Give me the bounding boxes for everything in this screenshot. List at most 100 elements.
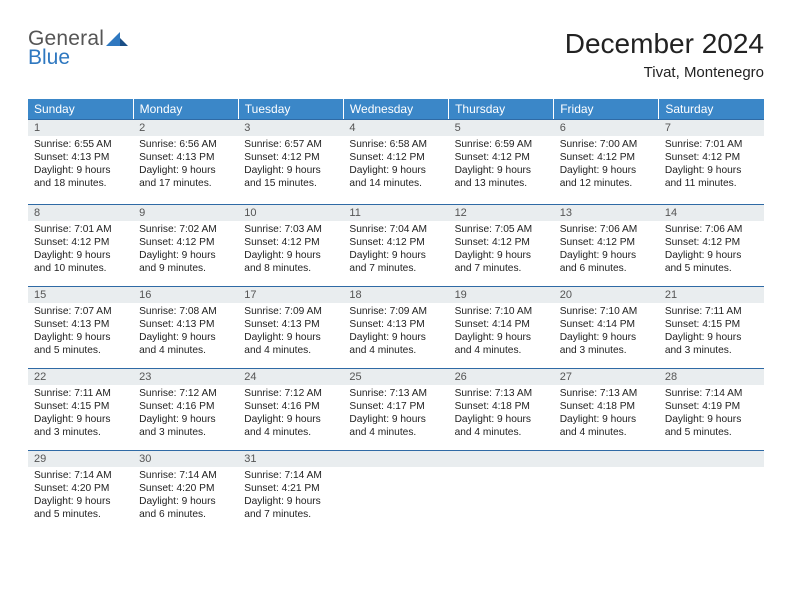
sunrise-line: Sunrise: 7:10 AM: [455, 305, 548, 318]
day-number: 30: [133, 450, 238, 467]
day-number: 29: [28, 450, 133, 467]
day-number: 15: [28, 286, 133, 303]
day-details: Sunrise: 7:13 AMSunset: 4:17 PMDaylight:…: [343, 385, 448, 443]
sunrise-line: Sunrise: 6:59 AM: [455, 138, 548, 151]
day-details: Sunrise: 7:12 AMSunset: 4:16 PMDaylight:…: [238, 385, 343, 443]
sunrise-line: Sunrise: 7:07 AM: [34, 305, 127, 318]
calendar-day-cell: 29Sunrise: 7:14 AMSunset: 4:20 PMDayligh…: [28, 447, 133, 529]
day-details: Sunrise: 7:02 AMSunset: 4:12 PMDaylight:…: [133, 221, 238, 279]
calendar-week-row: 1Sunrise: 6:55 AMSunset: 4:13 PMDaylight…: [28, 119, 764, 201]
calendar-week-row: 22Sunrise: 7:11 AMSunset: 4:15 PMDayligh…: [28, 365, 764, 447]
daylight-line: Daylight: 9 hours and 4 minutes.: [349, 331, 442, 357]
sunset-line: Sunset: 4:12 PM: [349, 236, 442, 249]
calendar-table: SundayMondayTuesdayWednesdayThursdayFrid…: [28, 99, 764, 532]
day-number: 25: [343, 368, 448, 385]
day-number: 2: [133, 119, 238, 136]
calendar-day-cell: 21Sunrise: 7:11 AMSunset: 4:15 PMDayligh…: [659, 283, 764, 365]
sunset-line: Sunset: 4:12 PM: [244, 236, 337, 249]
sunset-line: Sunset: 4:15 PM: [665, 318, 758, 331]
day-number: 27: [554, 368, 659, 385]
day-details: Sunrise: 7:07 AMSunset: 4:13 PMDaylight:…: [28, 303, 133, 361]
daylight-line: Daylight: 9 hours and 4 minutes.: [455, 413, 548, 439]
daylight-line: Daylight: 9 hours and 7 minutes.: [349, 249, 442, 275]
daylight-line: Daylight: 9 hours and 5 minutes.: [665, 249, 758, 275]
brand-logo: General Blue: [28, 28, 128, 68]
calendar-day-cell: 18Sunrise: 7:09 AMSunset: 4:13 PMDayligh…: [343, 283, 448, 365]
daylight-line: Daylight: 9 hours and 8 minutes.: [244, 249, 337, 275]
daylight-line: Daylight: 9 hours and 4 minutes.: [349, 413, 442, 439]
sunrise-line: Sunrise: 7:02 AM: [139, 223, 232, 236]
sunrise-line: Sunrise: 6:55 AM: [34, 138, 127, 151]
day-details: Sunrise: 7:03 AMSunset: 4:12 PMDaylight:…: [238, 221, 343, 279]
sunset-line: Sunset: 4:13 PM: [349, 318, 442, 331]
daylight-line: Daylight: 9 hours and 18 minutes.: [34, 164, 127, 190]
sunset-line: Sunset: 4:19 PM: [665, 400, 758, 413]
sunrise-line: Sunrise: 7:00 AM: [560, 138, 653, 151]
day-number: 4: [343, 119, 448, 136]
daylight-line: Daylight: 9 hours and 4 minutes.: [244, 413, 337, 439]
day-number: 8: [28, 204, 133, 221]
sunset-line: Sunset: 4:16 PM: [139, 400, 232, 413]
calendar-day-cell: 10Sunrise: 7:03 AMSunset: 4:12 PMDayligh…: [238, 201, 343, 283]
sunset-line: Sunset: 4:12 PM: [34, 236, 127, 249]
daylight-line: Daylight: 9 hours and 6 minutes.: [139, 495, 232, 521]
sunset-line: Sunset: 4:12 PM: [139, 236, 232, 249]
sunrise-line: Sunrise: 7:14 AM: [139, 469, 232, 482]
calendar-day-cell: 30 Sunrise: 7:14 AMSunset: 4:20 PMDayligh…: [133, 447, 238, 529]
day-number: 6: [554, 119, 659, 136]
daylight-line: Daylight: 9 hours and 15 minutes.: [244, 164, 337, 190]
day-details: Sunrise: 7:00 AMSunset: 4:12 PMDaylight:…: [554, 136, 659, 194]
sunset-line: Sunset: 4:13 PM: [244, 318, 337, 331]
daylight-line: Daylight: 9 hours and 17 minutes.: [139, 164, 232, 190]
calendar-header-row: SundayMondayTuesdayWednesdayThursdayFrid…: [28, 99, 764, 119]
sunset-line: Sunset: 4:12 PM: [665, 236, 758, 249]
sunset-line: Sunset: 4:12 PM: [349, 151, 442, 164]
sunrise-line: Sunrise: 6:56 AM: [139, 138, 232, 151]
calendar-day-cell: .: [659, 447, 764, 529]
sunset-line: Sunset: 4:14 PM: [455, 318, 548, 331]
daylight-line: Daylight: 9 hours and 3 minutes.: [34, 413, 127, 439]
sunset-line: Sunset: 4:12 PM: [455, 151, 548, 164]
day-number: 26: [449, 368, 554, 385]
sunset-line: Sunset: 4:15 PM: [34, 400, 127, 413]
location-label: Tivat, Montenegro: [565, 64, 764, 81]
day-number: 14: [659, 204, 764, 221]
sunrise-line: Sunrise: 7:09 AM: [244, 305, 337, 318]
calendar-day-cell: 19Sunrise: 7:10 AMSunset: 4:14 PMDayligh…: [449, 283, 554, 365]
calendar-day-cell: 15Sunrise: 7:07 AMSunset: 4:13 PMDayligh…: [28, 283, 133, 365]
sunset-line: Sunset: 4:21 PM: [244, 482, 337, 495]
day-number: 23: [133, 368, 238, 385]
day-number: 7: [659, 119, 764, 136]
calendar-day-cell: 5Sunrise: 6:59 AMSunset: 4:12 PMDaylight…: [449, 119, 554, 201]
sunrise-line: Sunrise: 7:14 AM: [665, 387, 758, 400]
day-number: 1: [28, 119, 133, 136]
weekday-header: Friday: [554, 99, 659, 119]
day-number: 20: [554, 286, 659, 303]
daylight-line: Daylight: 9 hours and 5 minutes.: [34, 331, 127, 357]
sunset-line: Sunset: 4:20 PM: [139, 482, 232, 495]
daylight-line: Daylight: 9 hours and 10 minutes.: [34, 249, 127, 275]
calendar-day-cell: 3Sunrise: 6:57 AMSunset: 4:12 PMDaylight…: [238, 119, 343, 201]
calendar-week-row: 29Sunrise: 7:14 AMSunset: 4:20 PMDayligh…: [28, 447, 764, 529]
sunrise-line: Sunrise: 7:06 AM: [560, 223, 653, 236]
brand-line2: Blue: [28, 47, 104, 68]
daylight-line: Daylight: 9 hours and 7 minutes.: [455, 249, 548, 275]
day-number: 9: [133, 204, 238, 221]
sunset-line: Sunset: 4:20 PM: [34, 482, 127, 495]
calendar-day-cell: 20Sunrise: 7:10 AMSunset: 4:14 PMDayligh…: [554, 283, 659, 365]
calendar-day-cell: 14Sunrise: 7:06 AMSunset: 4:12 PMDayligh…: [659, 201, 764, 283]
sunset-line: Sunset: 4:14 PM: [560, 318, 653, 331]
day-details: Sunrise: 7:05 AMSunset: 4:12 PMDaylight:…: [449, 221, 554, 279]
day-details: Sunrise: 7:12 AMSunset: 4:16 PMDaylight:…: [133, 385, 238, 443]
day-details: Sunrise: 6:55 AMSunset: 4:13 PMDaylight:…: [28, 136, 133, 194]
day-details: Sunrise: 7:01 AMSunset: 4:12 PMDaylight:…: [659, 136, 764, 194]
sunset-line: Sunset: 4:16 PM: [244, 400, 337, 413]
calendar-day-cell: 27Sunrise: 7:13 AMSunset: 4:18 PMDayligh…: [554, 365, 659, 447]
month-title: December 2024: [565, 28, 764, 60]
day-number: .: [554, 450, 659, 467]
day-details: Sunrise: 7:14 AMSunset: 4:19 PMDaylight:…: [659, 385, 764, 443]
day-details: Sunrise: 7:14 AMSunset: 4:21 PMDaylight:…: [238, 467, 343, 525]
calendar-day-cell: 11Sunrise: 7:04 AMSunset: 4:12 PMDayligh…: [343, 201, 448, 283]
day-number: 21: [659, 286, 764, 303]
day-details: Sunrise: 7:06 AMSunset: 4:12 PMDaylight:…: [659, 221, 764, 279]
